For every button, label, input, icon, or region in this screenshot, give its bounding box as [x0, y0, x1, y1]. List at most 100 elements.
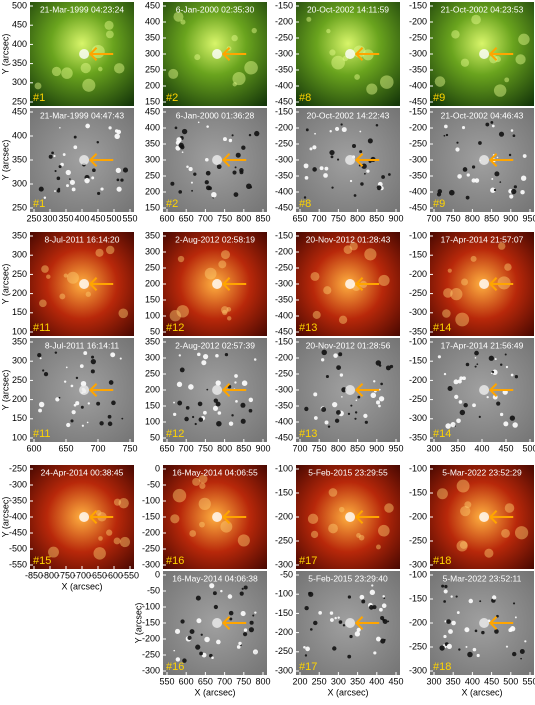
y-tick-label: -250: [275, 262, 293, 272]
bright-loop: [34, 82, 42, 90]
magnetic-patch: [228, 610, 234, 616]
bright-loop: [176, 305, 189, 318]
event-label: #1: [33, 92, 45, 104]
magnetic-patch: [332, 401, 338, 408]
magnetic-patch: [304, 406, 309, 412]
y-tick-label: -300: [409, 665, 427, 675]
bright-loop: [460, 58, 470, 67]
magnetic-patch: [378, 388, 381, 391]
magnetic-patch: [193, 172, 197, 176]
magnetic-patch: [455, 595, 458, 598]
magnetic-patch: [176, 137, 182, 143]
magnetic-patch: [241, 587, 244, 590]
magnetic-patch: [366, 169, 370, 173]
y-tick-label: -450: [409, 96, 427, 106]
magnetic-patch: [464, 627, 470, 633]
bright-loop: [494, 56, 501, 63]
magnetic-patch: [174, 628, 181, 635]
bright-loop: [221, 306, 229, 314]
x-tick-label: -550: [121, 570, 139, 580]
magnetic-patch: [305, 128, 309, 132]
magnetic-patch: [220, 589, 223, 593]
magnetic-patch: [254, 611, 257, 614]
magnetic-patch: [90, 369, 95, 374]
y-tick-label: -300: [275, 154, 293, 164]
magnetic-patch: [354, 631, 361, 637]
y-tick-label: 100: [145, 416, 160, 426]
event-label: #13: [299, 322, 317, 334]
magnetic-patch: [443, 372, 447, 376]
y-tick-label: 100: [145, 310, 160, 320]
magnetic-patch: [511, 188, 517, 195]
bright-loop: [173, 11, 184, 22]
magnetic-patch: [337, 616, 340, 619]
magnetic-patch: [191, 189, 193, 192]
x-axis-label: X (arcsec): [194, 687, 235, 697]
y-tick-label: 250: [12, 96, 27, 106]
source-region: [479, 512, 490, 522]
magnetic-patch: [329, 149, 335, 156]
magnetic-patch: [383, 597, 386, 600]
magnetic-patch: [369, 605, 374, 610]
magnetic-patch: [180, 144, 185, 150]
y-tick-label: -150: [409, 250, 427, 260]
magnetic-patch: [241, 145, 246, 150]
source-region: [345, 49, 356, 59]
source-region: [479, 155, 490, 165]
magnetic-patch: [303, 163, 309, 169]
magnetic-patch: [380, 616, 385, 621]
y-tick-label: -350: [409, 432, 427, 442]
bright-loop: [106, 30, 114, 39]
bright-loop: [244, 60, 258, 75]
y-tick-label: 300: [145, 154, 160, 164]
y-tick-label: 300: [12, 77, 27, 87]
timestamp: 5-Mar-2022 23:52:11: [443, 573, 522, 583]
y-tick-label: -150: [275, 608, 293, 618]
y-tick-label: -250: [142, 649, 160, 659]
y-tick-label: 250: [145, 64, 160, 74]
y-tick-label: -300: [142, 665, 160, 675]
x-tick-label: 500: [503, 676, 518, 686]
magnetic-patch: [87, 402, 91, 405]
y-tick-label: -300: [409, 413, 427, 423]
magnetic-patch: [466, 173, 470, 177]
bright-loop: [172, 488, 187, 503]
y-tick-label: 300: [145, 246, 160, 256]
magnetic-patch: [451, 620, 456, 626]
magnetic-patch: [491, 595, 497, 600]
magnetic-patch: [320, 358, 325, 362]
magnetic-patch: [111, 400, 116, 406]
magnetic-patch: [472, 647, 477, 652]
magnetic-patch: [234, 166, 237, 169]
bright-loop: [80, 62, 91, 74]
magnetic-patch: [437, 355, 441, 359]
y-tick-label: -150: [275, 230, 293, 240]
y-tick-label: 400: [12, 130, 27, 140]
magnetic-patch: [319, 166, 324, 171]
bright-loop: [459, 541, 468, 549]
magnetic-patch: [378, 396, 385, 402]
magnetic-patch: [520, 189, 525, 195]
y-tick-label: 400: [145, 16, 160, 26]
magnetic-patch: [304, 654, 308, 657]
event-label: #14: [433, 428, 451, 440]
magnetic-patch: [71, 187, 76, 192]
magnetic-patch: [329, 130, 332, 133]
magnetic-patch: [211, 191, 217, 198]
magnetic-patch: [38, 186, 44, 192]
magnetic-patch: [71, 410, 76, 415]
x-tick-label: 550: [159, 676, 174, 686]
y-tick-label: -250: [275, 535, 293, 545]
magnetic-patch: [188, 384, 194, 390]
magnetic-patch: [38, 408, 42, 413]
magnetic-patch: [375, 123, 379, 127]
magnetic-patch: [329, 611, 334, 615]
magnetic-patch: [173, 412, 177, 416]
magnetic-patch: [364, 420, 368, 424]
bright-loop: [237, 534, 250, 547]
magnetic-patch: [471, 165, 476, 169]
magnetic-patch: [96, 401, 101, 406]
y-tick-label: -350: [275, 400, 293, 410]
source-region: [479, 49, 490, 59]
source-region: [212, 49, 223, 59]
